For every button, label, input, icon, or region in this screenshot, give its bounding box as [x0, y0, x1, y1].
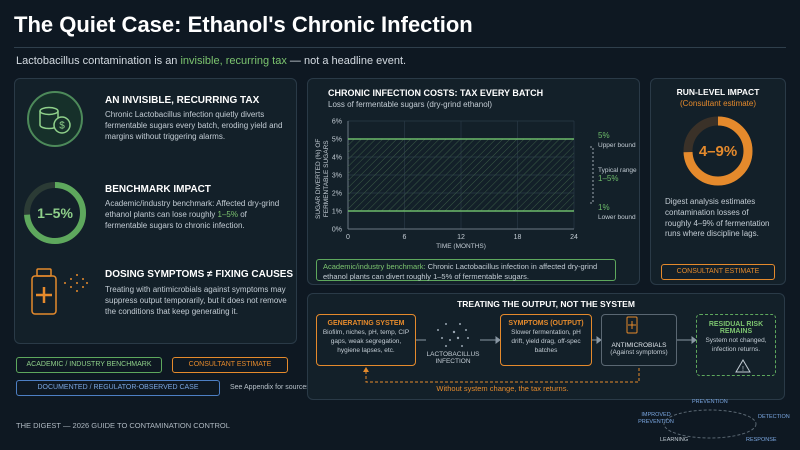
x-tick-label: 6: [403, 234, 407, 241]
section-heading: DOSING SYMPTOMS ≠ FIXING CAUSES: [105, 269, 294, 280]
body-highlight: 1–5%: [217, 209, 238, 219]
node-label: RESIDUAL RISK REMAINS: [708, 321, 764, 335]
node-detail: Slower fermentation, pH drift, yield dra…: [511, 329, 581, 354]
legend-consultant: CONSULTANT ESTIMATE: [172, 357, 288, 373]
page-title: The Quiet Case: Ethanol's Chronic Infect…: [14, 12, 473, 37]
note-lead: Academic/industry benchmark:: [323, 262, 426, 271]
y-tick-label: 4%: [332, 155, 342, 162]
x-tick-label: 18: [514, 234, 522, 241]
cycle-label: IMPROVED PREVENTION: [638, 412, 674, 425]
range-band: [348, 139, 574, 211]
node-label: LACTOBACILLUS INFECTION: [426, 351, 480, 365]
loop-label: Without system change, the tax returns.: [436, 384, 569, 393]
flow-node: ANTIMICROBIALS (Against symptoms): [601, 314, 677, 366]
flow-node: RESIDUAL RISK REMAINS System not changed…: [696, 314, 776, 376]
node-label: ANTIMICROBIALS: [611, 342, 667, 349]
cycle-diagram: [663, 409, 757, 439]
series-label: Lower bound: [598, 214, 636, 221]
cycle-label: LEARNING: [660, 437, 689, 443]
flow-panel: TREATING THE OUTPUT, NOT THE SYSTEM ! GE…: [307, 293, 785, 400]
chart: 0% 1% 2% 3% 4% 5% 6% 0 6 12 18 24 TIME (MONTHS) 5% Upp…: [332, 119, 637, 251]
value-label: 1%: [598, 203, 610, 212]
series-label: Upper bound: [598, 142, 636, 149]
chart-subtitle: Loss of fermentable sugars (dry-grind et…: [328, 100, 493, 109]
section-body: Chronic Lactobacillus infection quietly …: [105, 110, 283, 141]
footer: THE DIGEST — 2026 GUIDE TO CONTAMINATION…: [16, 421, 230, 430]
subtitle-text: Lactobacillus contamination is an: [16, 55, 181, 67]
run-body: Digest analysis estimates contamination …: [665, 197, 770, 239]
legend-benchmark: ACADEMIC / INDUSTRY BENCHMARK: [16, 357, 162, 373]
x-tick-label: 24: [570, 234, 578, 241]
section-body: Academic/industry benchmark: Affected dr…: [105, 199, 290, 231]
run-title: RUN-LEVEL IMPACT: [676, 87, 760, 97]
x-axis-label: TIME (MONTHS): [436, 243, 486, 250]
left-panel: $ AN INVISIBLE, RECURRING TAX Chronic La…: [14, 78, 297, 344]
flow-node: GENERATING SYSTEM Biofilm, niches, pH, t…: [316, 314, 416, 366]
value-label: 5%: [598, 131, 610, 140]
x-tick-label: 12: [457, 234, 465, 241]
legend-documented: DOCUMENTED / REGULATOR-OBSERVED CASE: [16, 380, 220, 396]
cycle-label: RESPONSE: [746, 437, 777, 443]
badge-text: 1–5%: [37, 205, 73, 221]
coins-icon: $: [27, 91, 83, 147]
cycle-label: PREVENTION: [692, 399, 728, 405]
annotation: Typical range: [598, 167, 637, 174]
node-detail: Biofilm, niches, pH, temp, CIP gaps, wea…: [322, 329, 410, 354]
range-bracket: [590, 146, 594, 204]
subtitle-highlight: invisible, recurring tax: [180, 55, 287, 67]
ring-badge: [24, 182, 86, 244]
body-text: Academic/industry benchmark: Affected dr…: [105, 199, 280, 219]
chart-title: CHRONIC INFECTION COSTS: TAX EVERY BATCH: [328, 88, 544, 98]
y-tick-label: 6%: [332, 119, 342, 126]
ring-badge: [683, 116, 753, 186]
badge-text: 4–9%: [698, 143, 738, 160]
svg-text:$: $: [59, 121, 65, 132]
section-body: Treating with antimicrobials against sym…: [105, 285, 287, 316]
y-tick-label: 5%: [332, 137, 342, 144]
y-tick-label: 3%: [332, 173, 342, 180]
divider: [14, 47, 786, 48]
cycle-label: DETECTION: [758, 414, 790, 420]
flow-lines: !: [363, 316, 751, 383]
run-level-panel: RUN-LEVEL IMPACT (Consultant estimate) 4…: [650, 78, 786, 285]
y-tick-label: 0%: [332, 227, 342, 234]
x-tick-label: 0: [346, 234, 350, 241]
y-tick-label: 2%: [332, 191, 342, 198]
annotation: 1–5%: [598, 174, 618, 183]
run-subtitle: (Consultant estimate): [679, 99, 757, 108]
chart-note: Academic/industry benchmark: Chronic Lac…: [316, 259, 616, 281]
svg-text:!: !: [742, 366, 744, 373]
subtitle-text: — not a headline event.: [286, 55, 407, 67]
chart-panel: CHRONIC INFECTION COSTS: TAX EVERY BATCH…: [307, 78, 640, 285]
legend-note: See Appendix for sources.: [230, 384, 312, 391]
run-tag: CONSULTANT ESTIMATE: [661, 264, 775, 280]
note-text: Chronic Lactobacillus infection in affec…: [323, 262, 598, 281]
body-text: of fermentable sugars to chronic infecti…: [105, 209, 247, 230]
node-label: GENERATING SYSTEM: [327, 320, 405, 327]
node-detail: (Against symptoms): [610, 349, 668, 356]
flow-title: TREATING THE OUTPUT, NOT THE SYSTEM: [457, 299, 635, 309]
node-detail: System not changed, infection returns.: [705, 337, 767, 353]
flow-node: SYMPTOMS (OUTPUT) Slower fermentation, p…: [500, 314, 592, 366]
y-tick-label: 1%: [332, 209, 342, 216]
subtitle: Lactobacillus contamination is an invisi…: [16, 55, 406, 67]
section-heading: AN INVISIBLE, RECURRING TAX: [105, 95, 260, 106]
node-label: SYMPTOMS (OUTPUT): [508, 320, 584, 327]
section-heading: BENCHMARK IMPACT: [105, 184, 211, 195]
bottle-icon: [31, 268, 88, 315]
